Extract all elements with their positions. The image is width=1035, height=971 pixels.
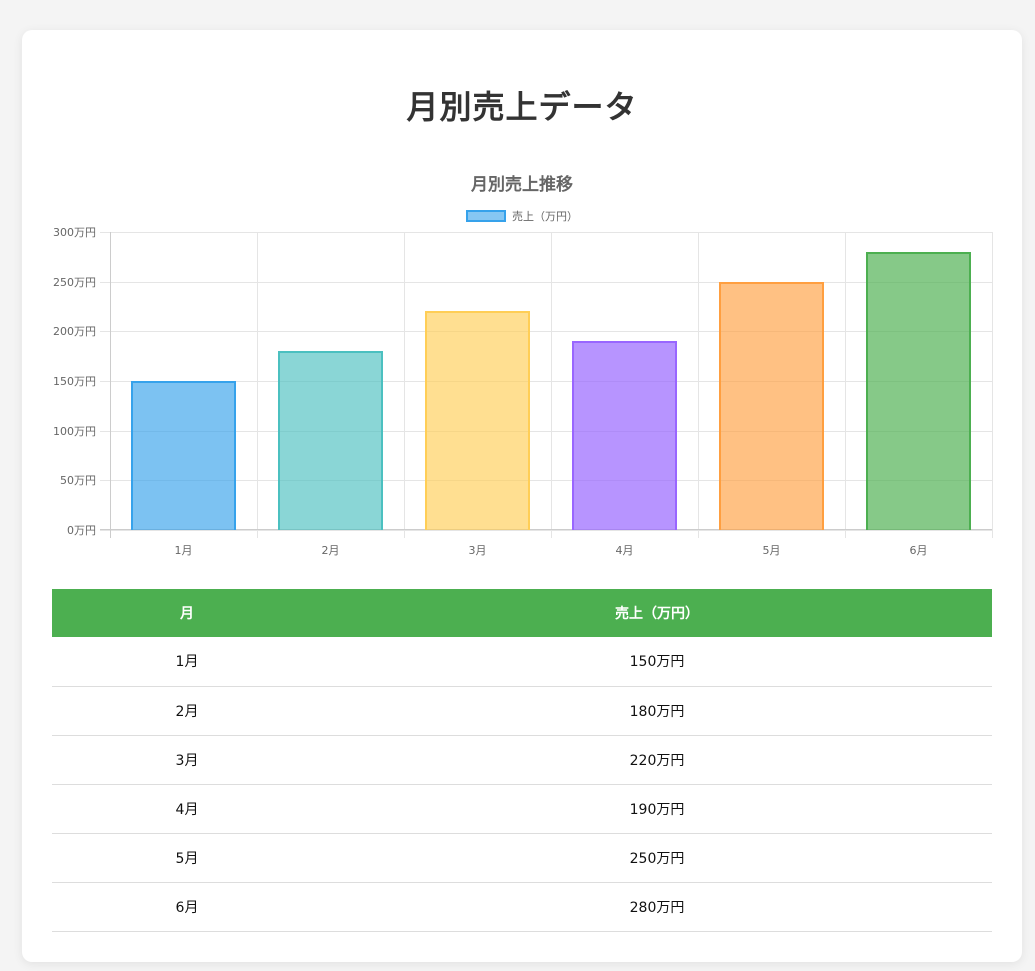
legend-label: 売上（万円） bbox=[512, 210, 578, 223]
chart-title: 月別売上推移 bbox=[471, 175, 573, 195]
cell-month: 2月 bbox=[52, 686, 322, 736]
cell-sales: 180万円 bbox=[322, 686, 992, 736]
y-axis-tick-label: 100万円 bbox=[53, 424, 96, 438]
content-card: 月別売上データ 月別売上推移 売上（万円） 0万円 50万円 100万円 150万円 2… bbox=[22, 30, 1022, 962]
sales-table: 月 売上（万円） 1月 150万円 2月 180万円 3月 220万円 4月 1… bbox=[52, 589, 992, 932]
x-axis-tick-label: 1月 bbox=[174, 544, 193, 557]
bar-5[interactable] bbox=[719, 281, 824, 530]
x-axis-tick-label: 4月 bbox=[615, 544, 634, 557]
gridline-horizontal bbox=[100, 232, 992, 233]
bar-chart-plot: 0万円 50万円 100万円 150万円 200万円 250万円 300万円 1月 2月 3月 4月… bbox=[53, 226, 993, 557]
y-axis-tick-label: 200万円 bbox=[53, 325, 96, 339]
x-axis-tick-label: 6月 bbox=[909, 544, 928, 557]
cell-sales: 220万円 bbox=[322, 735, 992, 785]
table-row: 6月 280万円 bbox=[52, 882, 992, 932]
cell-month: 3月 bbox=[52, 735, 322, 785]
gridline-vertical bbox=[992, 232, 993, 538]
x-axis bbox=[100, 529, 992, 530]
gridline-horizontal bbox=[100, 480, 992, 482]
y-axis-tick-label: 300万円 bbox=[53, 226, 96, 239]
cell-month: 4月 bbox=[52, 784, 322, 834]
gridline-horizontal bbox=[100, 331, 992, 333]
page-title: 月別売上データ bbox=[406, 88, 638, 126]
cell-month: 5月 bbox=[52, 833, 322, 883]
cell-month: 1月 bbox=[52, 637, 322, 687]
cell-sales: 150万円 bbox=[322, 637, 992, 687]
cell-sales: 250万円 bbox=[322, 833, 992, 883]
gridline-vertical bbox=[404, 232, 405, 538]
legend-swatch-icon bbox=[466, 210, 506, 222]
cell-month: 6月 bbox=[52, 882, 322, 932]
y-axis-tick-label: 50万円 bbox=[60, 474, 96, 488]
cell-sales: 190万円 bbox=[322, 784, 992, 834]
table-row: 4月 190万円 bbox=[52, 784, 992, 834]
x-axis-tick-label: 3月 bbox=[468, 544, 487, 557]
x-axis-tick-label: 2月 bbox=[321, 544, 340, 557]
gridline-vertical bbox=[257, 232, 258, 538]
gridline-vertical bbox=[551, 232, 552, 538]
y-axis-tick-label: 150万円 bbox=[53, 375, 96, 388]
table-row: 5月 250万円 bbox=[52, 833, 992, 883]
table-row: 2月 180万円 bbox=[52, 686, 992, 736]
table-row: 3月 220万円 bbox=[52, 735, 992, 785]
header-month: 月 bbox=[52, 589, 322, 637]
table-row: 1月 150万円 bbox=[52, 637, 992, 687]
bar-4[interactable] bbox=[572, 341, 677, 530]
table-header-row: 月 売上（万円） bbox=[52, 589, 992, 637]
chart-legend[interactable]: 売上（万円） bbox=[22, 208, 1022, 224]
bar-1[interactable] bbox=[131, 381, 236, 530]
x-axis-tick-label: 5月 bbox=[762, 544, 781, 557]
y-axis-tick-label: 0万円 bbox=[67, 524, 96, 537]
bar-6[interactable] bbox=[866, 251, 971, 530]
gridline-vertical bbox=[845, 232, 846, 538]
gridline-horizontal bbox=[100, 530, 992, 531]
gridline-vertical bbox=[698, 232, 699, 538]
bar-2[interactable] bbox=[278, 351, 383, 530]
cell-sales: 280万円 bbox=[322, 882, 992, 932]
bar-3[interactable] bbox=[425, 311, 530, 530]
y-axis bbox=[110, 232, 111, 538]
gridline-horizontal bbox=[100, 430, 992, 432]
gridline-horizontal bbox=[100, 381, 992, 382]
gridline-horizontal bbox=[100, 281, 992, 283]
header-sales: 売上（万円） bbox=[322, 589, 992, 637]
y-axis-tick-label: 250万円 bbox=[53, 275, 96, 289]
